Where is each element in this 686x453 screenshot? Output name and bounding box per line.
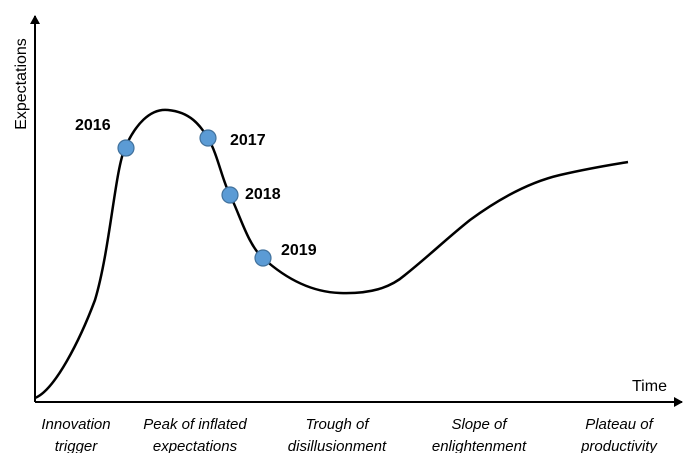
phase-label: Slope of bbox=[451, 416, 508, 433]
point-label: 2018 bbox=[245, 186, 281, 203]
phase-label: Innovation bbox=[41, 416, 110, 433]
hype-curve bbox=[34, 108, 629, 400]
phase-label: expectations bbox=[153, 438, 238, 453]
point-marker bbox=[199, 129, 217, 147]
point-marker bbox=[254, 249, 272, 267]
phase-label: trigger bbox=[55, 438, 99, 453]
x-axis-label: Time bbox=[632, 378, 667, 395]
phase-labels: Innovation trigger Peak of inflated expe… bbox=[41, 416, 658, 453]
y-axis-label: Expectations bbox=[13, 38, 30, 130]
point-label: 2016 bbox=[75, 117, 111, 134]
phase-label: Plateau of bbox=[585, 416, 654, 433]
point-marker bbox=[221, 186, 239, 204]
phase-label: enlightenment bbox=[432, 438, 527, 453]
phase-label: disillusionment bbox=[288, 438, 387, 453]
point-label: 2017 bbox=[230, 132, 266, 149]
phase-label: Peak of inflated bbox=[143, 416, 247, 433]
point-marker bbox=[117, 139, 135, 157]
phase-label: productivity bbox=[580, 438, 658, 453]
phase-label: Trough of bbox=[305, 416, 370, 433]
point-label: 2019 bbox=[281, 242, 317, 259]
